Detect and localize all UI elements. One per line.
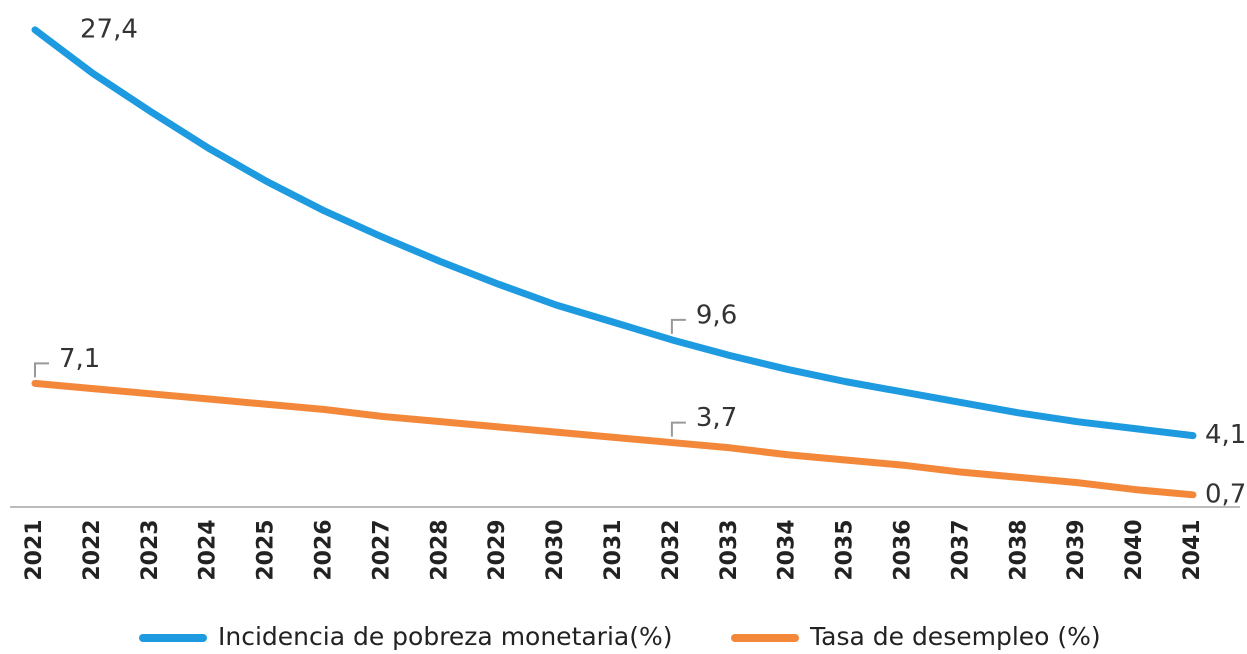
line-series: [31, 379, 1197, 499]
x-tick-label: 2037: [948, 519, 973, 580]
line-series: [31, 26, 1197, 440]
x-tick-label: 2041: [1180, 519, 1205, 580]
label-leader: [670, 421, 686, 437]
x-tick-label: 2026: [312, 519, 337, 580]
x-tick-label: 2021: [22, 519, 47, 580]
legend-label: Tasa de desempleo (%): [809, 622, 1101, 651]
x-tick-label: 2030: [543, 519, 568, 580]
x-tick-label: 2038: [1006, 519, 1031, 580]
x-tick-label: 2024: [196, 519, 221, 580]
label-leader: [34, 362, 49, 378]
x-tick-label: 2022: [80, 519, 105, 580]
data-label: 7,1: [59, 344, 100, 374]
x-tick-label: 2025: [254, 519, 279, 580]
x-tick-label: 2028: [427, 519, 452, 580]
x-tick-label: 2027: [369, 519, 394, 580]
data-label: 27,4: [80, 14, 138, 44]
data-label: 9,6: [696, 300, 737, 330]
x-tick-label: 2035: [833, 519, 858, 580]
x-tick-label: 2031: [601, 519, 626, 580]
label-leader: [670, 318, 686, 334]
legend-label: Incidencia de pobreza monetaria(%): [218, 622, 673, 651]
x-tick-label: 2039: [1064, 519, 1089, 580]
x-tick-label: 2036: [891, 519, 916, 580]
x-tick-label: 2033: [717, 519, 742, 580]
data-label: 0,7: [1205, 479, 1246, 509]
x-tick-label: 2029: [485, 519, 510, 580]
x-tick-label: 2034: [775, 519, 800, 580]
x-tick-label: 2040: [1122, 519, 1147, 580]
data-label: 3,7: [696, 403, 737, 433]
data-label: 4,1: [1205, 420, 1246, 450]
x-tick-label: 2032: [659, 519, 684, 580]
x-tick-label: 2023: [138, 519, 163, 580]
